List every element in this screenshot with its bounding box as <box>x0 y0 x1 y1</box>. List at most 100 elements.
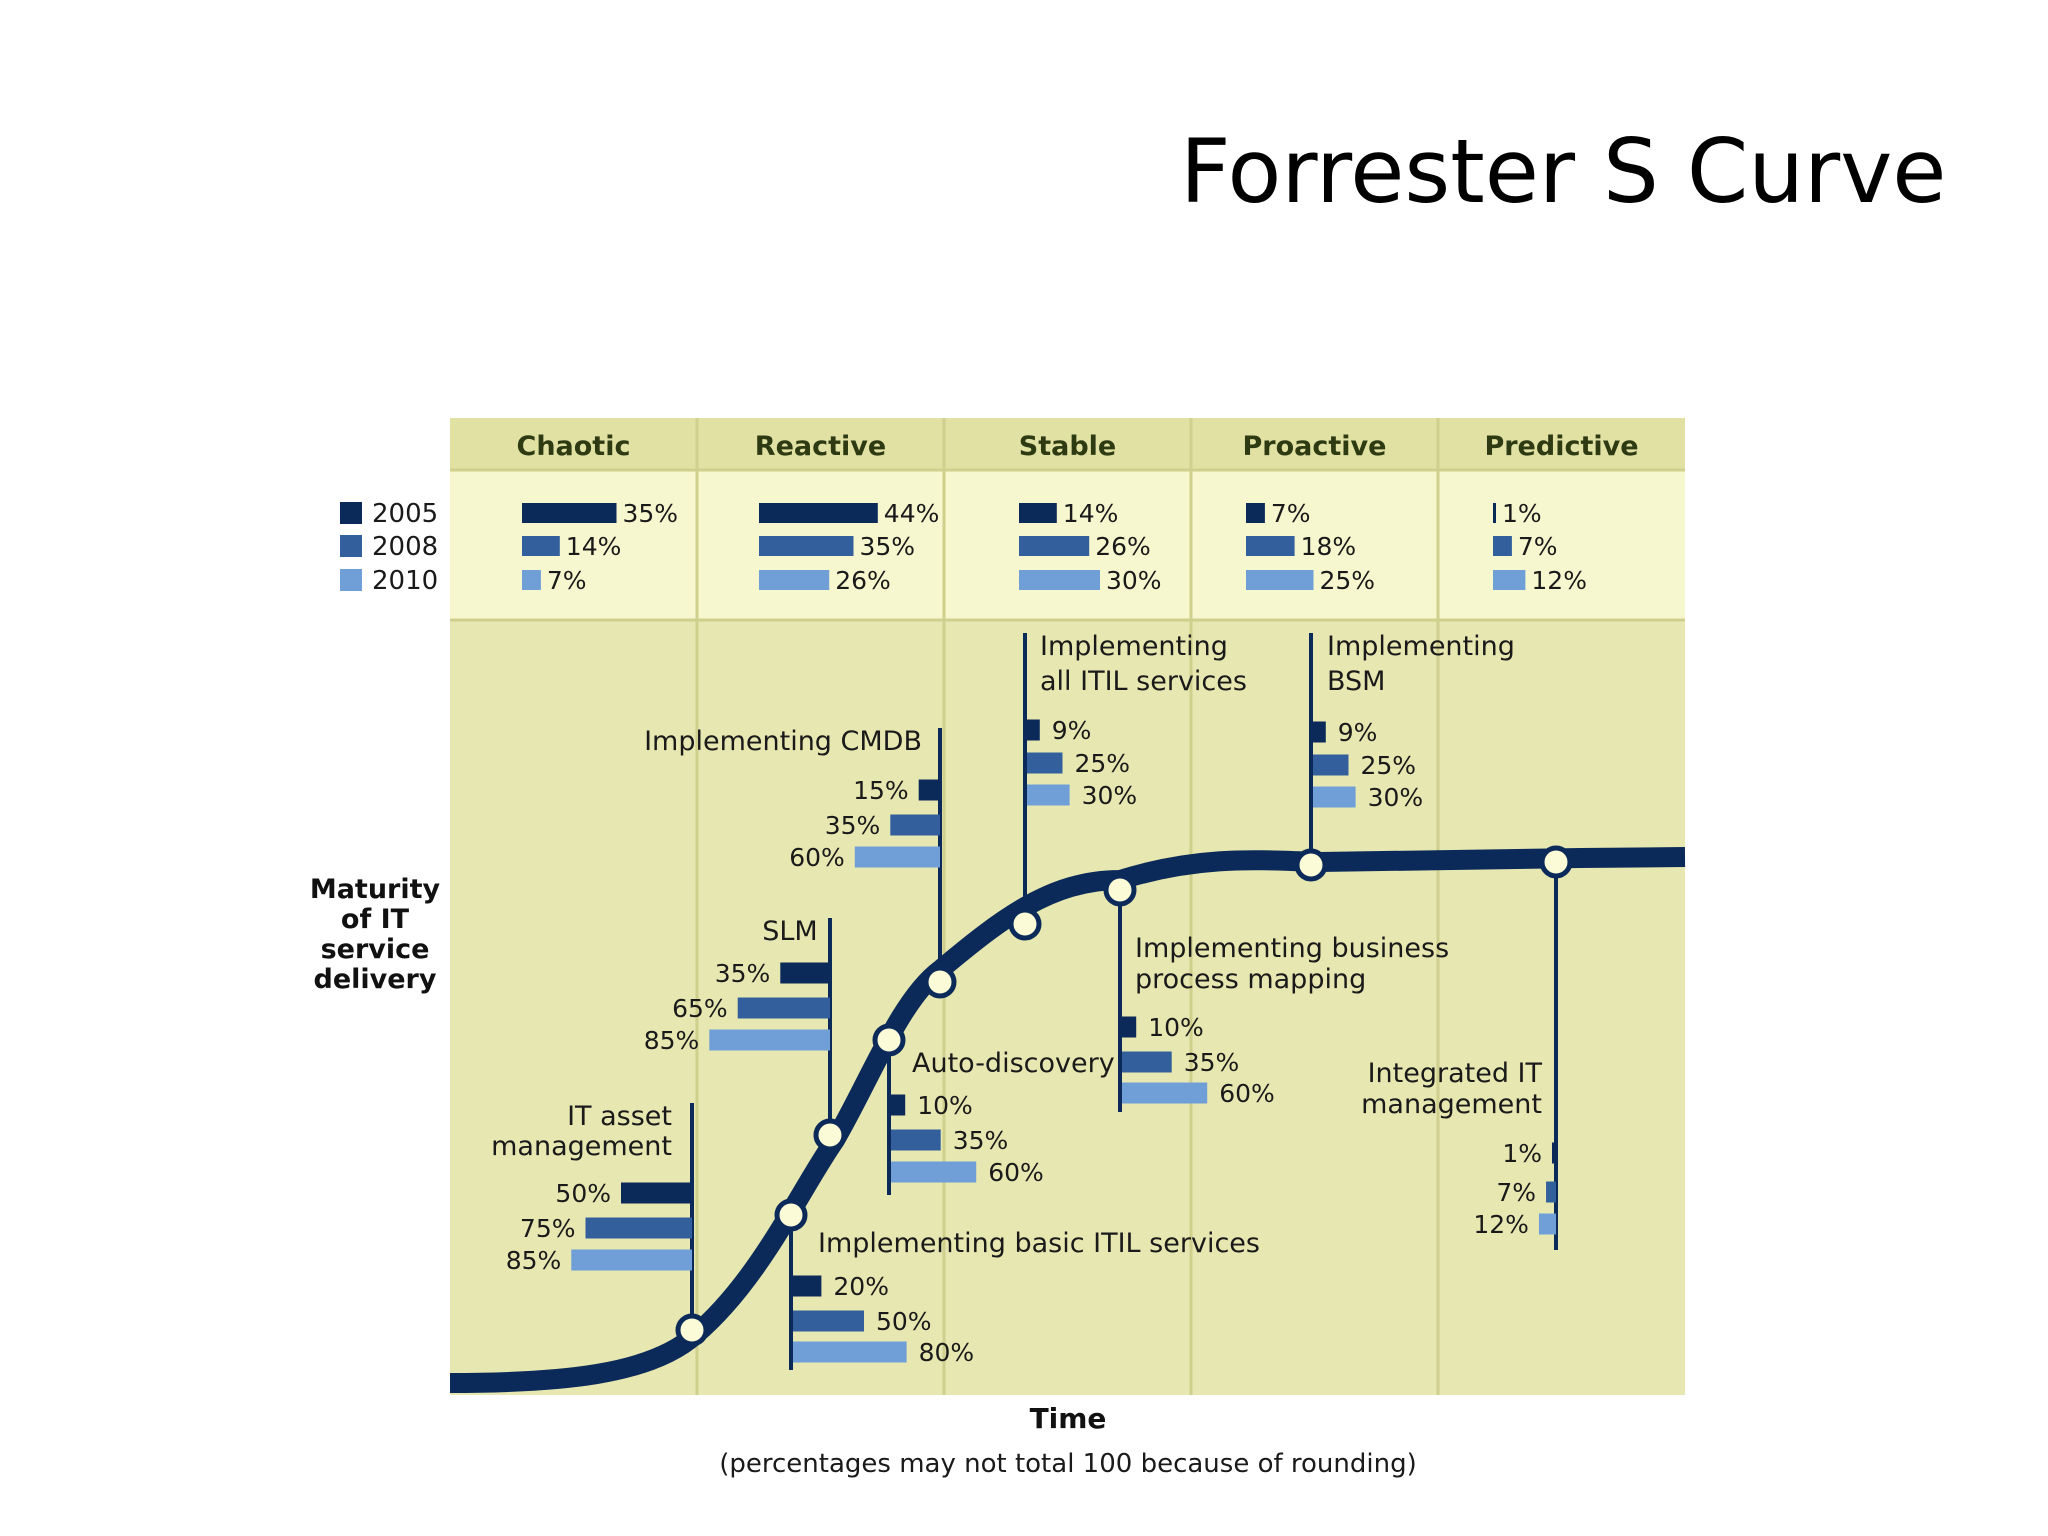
stage-bar-predictive-2008 <box>1493 536 1512 556</box>
milestone-label: Implementing <box>1327 631 1515 662</box>
legend-label-2008: 2008 <box>372 532 438 562</box>
milestone-label: Implementing CMDB <box>644 726 922 757</box>
milestone-bar-label: 9% <box>1338 718 1378 747</box>
stage-bar-stable-2008 <box>1019 536 1090 556</box>
milestone-4: 10% 35% 60% Auto-discovery <box>872 1023 1115 1195</box>
milestone-3: 35% 65% 85% SLM <box>644 916 847 1152</box>
milestone-dot <box>872 1023 906 1057</box>
milestone-bar-2005 <box>1122 1016 1137 1038</box>
stage-bar-proactive-2005 <box>1246 503 1265 523</box>
stage-bar-chaotic-2010 <box>522 570 541 590</box>
stage-bar-label: 26% <box>1095 532 1151 561</box>
milestone-bar-2005 <box>1027 719 1040 741</box>
milestone-bar-label: 1% <box>1502 1139 1542 1168</box>
stage-bar-stable-2005 <box>1019 503 1057 523</box>
stage-header-chaotic: Chaotic <box>517 431 631 462</box>
stage-bar-label: 30% <box>1106 566 1162 595</box>
milestone-bar-label: 12% <box>1473 1210 1529 1239</box>
stage-bar-label: 7% <box>1271 499 1311 528</box>
milestone-bar-2005 <box>918 779 940 801</box>
y-axis-label: delivery <box>314 964 437 995</box>
milestone-bar-2010 <box>709 1029 830 1051</box>
header-band <box>450 418 1685 470</box>
milestone-bar-label: 35% <box>825 811 881 840</box>
milestone-label: Auto-discovery <box>912 1048 1115 1079</box>
legend-label-2010: 2010 <box>372 566 438 596</box>
milestone-bar-2005 <box>1313 721 1326 743</box>
milestone-bar-label: 20% <box>833 1272 889 1301</box>
milestone-dot <box>1008 907 1042 941</box>
stage-bar-reactive-2005 <box>759 503 878 523</box>
milestone-bar-label: 10% <box>1148 1013 1204 1042</box>
milestone-bar-2008 <box>1027 752 1063 774</box>
legend-swatch-2008 <box>340 535 362 557</box>
milestone-5: 15% 35% 60% Implementing CMDB <box>644 726 957 999</box>
milestone-label: BSM <box>1327 666 1385 697</box>
stage-bar-label: 25% <box>1320 566 1376 595</box>
milestone-bar-2010 <box>1538 1213 1556 1235</box>
milestone-dot <box>1103 873 1137 907</box>
milestone-bar-label: 80% <box>919 1338 975 1367</box>
milestone-label: Implementing <box>1040 631 1228 662</box>
stage-bar-chaotic-2008 <box>522 536 560 556</box>
legend-swatch-2005 <box>340 502 362 524</box>
milestone-bar-label: 85% <box>506 1246 562 1275</box>
milestone-dot <box>675 1313 709 1347</box>
stage-bar-predictive-2005 <box>1493 503 1496 523</box>
footnote: (percentages may not total 100 because o… <box>719 1449 1417 1479</box>
milestone-dot <box>1539 845 1573 879</box>
milestone-bar-label: 35% <box>953 1126 1009 1155</box>
stage-bar-label: 12% <box>1531 566 1587 595</box>
stage-header-reactive: Reactive <box>755 431 886 462</box>
slide-title: Forrester S Curve <box>1180 120 1947 223</box>
milestone-2: 20% 50%80% Implementing basic ITIL service… <box>774 1198 1260 1370</box>
milestone-label: IT asset <box>567 1101 672 1132</box>
milestone-label: management <box>1361 1089 1542 1120</box>
milestone-bar-label: 35% <box>715 959 771 988</box>
milestones: 50%75%85%IT assetmanagement20%50%80%Impl… <box>491 631 1573 1370</box>
stage-bar-label: 18% <box>1301 532 1357 561</box>
milestone-bar-2008 <box>737 997 830 1019</box>
milestone-6: 9% 25% 30% Implementing all ITIL services <box>1008 631 1247 941</box>
milestone-bar-2010 <box>891 1161 977 1183</box>
milestone-bar-2010 <box>1313 786 1356 808</box>
milestone-label: management <box>491 1131 672 1162</box>
y-axis-label: of IT <box>341 904 410 935</box>
milestone-bar-label: 85% <box>644 1026 700 1055</box>
milestone-bar-2008 <box>585 1217 692 1239</box>
milestone-label: SLM <box>762 916 817 947</box>
milestone-dot <box>923 965 957 999</box>
stage-bars: 35%14%7%44%35%26%14%26%30%7%18%25%1%7%12… <box>522 499 1587 595</box>
stage-headers: Chaotic Reactive Stable Proactive Predictive <box>517 431 1639 462</box>
stage-bar-label: 35% <box>623 499 679 528</box>
milestone-bar-2005 <box>1552 1142 1556 1164</box>
stage-bar-label: 35% <box>860 532 916 561</box>
milestone-bar-2005 <box>891 1094 906 1116</box>
milestone-bar-2010 <box>854 846 940 868</box>
milestone-label: process mapping <box>1135 964 1366 995</box>
milestone-bar-label: 75% <box>520 1214 576 1243</box>
milestone-bar-2008 <box>1313 754 1349 776</box>
milestone-bar-label: 7% <box>1496 1178 1536 1207</box>
milestone-label: Implementing business <box>1135 933 1449 964</box>
stage-bar-proactive-2008 <box>1246 536 1295 556</box>
stage-bar-label: 14% <box>1063 499 1119 528</box>
milestone-bar-label: 9% <box>1052 716 1092 745</box>
milestone-dot <box>774 1198 808 1232</box>
milestone-bar-2008 <box>1122 1051 1172 1073</box>
stage-dividers <box>695 418 1440 1395</box>
milestone-bar-label: 35% <box>1184 1048 1240 1077</box>
milestone-bar-label: 30% <box>1368 783 1424 812</box>
milestone-bar-label: 60% <box>988 1158 1044 1187</box>
stage-bar-reactive-2008 <box>759 536 854 556</box>
stage-bar-proactive-2010 <box>1246 570 1314 590</box>
milestone-bar-2005 <box>621 1182 692 1204</box>
milestone-bar-2010 <box>1027 784 1070 806</box>
milestone-bar-label: 10% <box>917 1091 973 1120</box>
milestone-bar-2008 <box>793 1310 864 1332</box>
